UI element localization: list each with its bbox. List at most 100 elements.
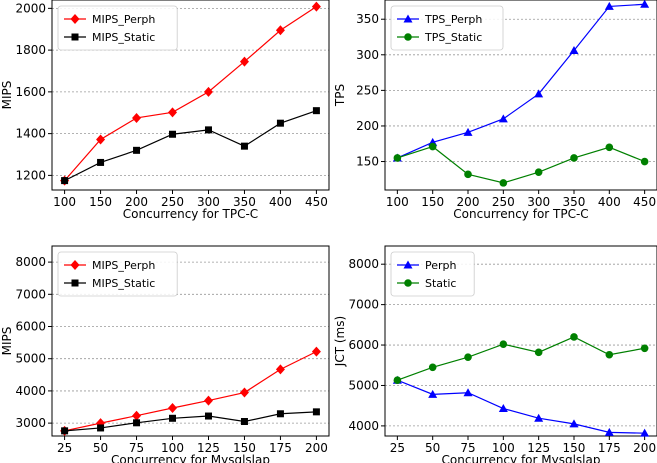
y-tick-label: 200 — [356, 119, 379, 133]
data-point — [464, 353, 472, 361]
x-tick-label: 250 — [161, 195, 184, 209]
series-MIPS_Static — [61, 408, 320, 435]
series-line — [397, 379, 645, 434]
y-tick-label: 2000 — [15, 1, 46, 15]
y-tick-label: 8000 — [348, 257, 379, 271]
legend-box — [57, 251, 178, 297]
data-point — [604, 427, 614, 436]
y-tick-label: 8000 — [15, 255, 46, 269]
y-tick-label: 5000 — [348, 378, 379, 392]
legend-box — [390, 251, 475, 297]
legend-label: TPS_Perph — [424, 13, 482, 26]
data-point — [463, 388, 473, 397]
data-point — [133, 419, 141, 427]
data-point — [312, 408, 320, 416]
data-point — [640, 0, 650, 8]
series-line — [397, 336, 645, 381]
data-point — [203, 86, 213, 97]
x-tick-label: 100 — [161, 441, 184, 455]
chart-bottom-left: 3000 4000 5000 6000 7000 8000 25 50 75 100 125 150 1… — [0, 245, 330, 463]
x-tick-label: 25 — [57, 441, 72, 455]
legend-label: MIPS_Static — [92, 31, 155, 44]
y-tick-label: 6000 — [348, 338, 379, 352]
chart-bottom-right: 4000 5000 6000 7000 8000 25 50 75 100 125 150 175 20… — [333, 245, 657, 463]
data-point — [605, 143, 614, 152]
data-point — [499, 179, 508, 187]
x-tick-label: 75 — [460, 441, 475, 455]
plot-frame — [384, 245, 657, 437]
x-tick-label: 350 — [233, 195, 256, 209]
data-point — [132, 112, 142, 123]
legend-label: TPS_Static — [424, 31, 482, 44]
x-tick-label: 300 — [527, 195, 550, 209]
data-point — [97, 158, 105, 166]
series-line — [64, 411, 317, 432]
x-tick-label: 50 — [425, 441, 440, 455]
x-tick-label: 200 — [305, 441, 328, 455]
data-point — [168, 402, 178, 413]
data-point — [498, 404, 508, 413]
data-point — [570, 333, 578, 341]
x-tick-label: 50 — [93, 441, 108, 455]
data-point — [168, 107, 178, 118]
data-point — [640, 428, 650, 437]
y-tick-label: 5000 — [15, 352, 46, 366]
x-tick-label: 100 — [386, 195, 409, 209]
plot-frame — [51, 245, 330, 437]
x-tick-label: 175 — [269, 441, 292, 455]
x-tick-label: 150 — [421, 195, 444, 209]
plot-frame — [51, 0, 330, 191]
data-point — [169, 414, 177, 422]
chart-top-left: 1200 1400 1600 1800 2000 100 150 200 250 300 350 40… — [0, 0, 330, 221]
series-TPS_Static — [393, 142, 649, 187]
legend-marker — [71, 33, 79, 41]
y-tick-label: 1800 — [15, 43, 46, 57]
x-tick-label: 175 — [598, 441, 621, 455]
data-point — [393, 376, 402, 385]
x-axis-label: Concurrency for Mysqlslap — [442, 453, 601, 463]
chart-top-right: 150 200 250 300 350 100 150 200 250 300 350 400 450 C… — [333, 0, 657, 221]
y-tick-label: 4000 — [348, 419, 379, 433]
y-tick-label: 1600 — [15, 85, 46, 99]
data-point — [96, 134, 106, 145]
data-point — [132, 410, 142, 421]
x-tick-label: 125 — [197, 441, 220, 455]
data-point — [605, 350, 614, 359]
x-tick-label: 125 — [527, 441, 550, 455]
x-tick-label: 200 — [633, 441, 656, 455]
data-point — [240, 142, 248, 150]
series-line — [397, 145, 645, 184]
data-point — [640, 344, 649, 353]
data-point — [534, 89, 544, 98]
data-point — [463, 127, 473, 136]
data-point — [640, 157, 649, 166]
y-tick-label: 7000 — [15, 287, 46, 301]
data-point — [569, 419, 579, 428]
y-tick-label: 6000 — [15, 320, 46, 334]
legend-box — [57, 5, 178, 51]
data-point — [203, 395, 213, 406]
legend-marker — [71, 279, 79, 287]
y-tick-label: 4000 — [15, 384, 46, 398]
x-axis-label: Concurrency for TPC-C — [453, 207, 588, 221]
series-line — [64, 351, 317, 432]
data-point — [239, 387, 249, 398]
y-tick-label: 350 — [356, 12, 379, 26]
y-tick-label: 300 — [356, 48, 379, 62]
legend-label: MIPS_Static — [92, 277, 155, 290]
data-point — [570, 154, 578, 162]
data-point — [499, 340, 508, 349]
y-tick-label: 250 — [356, 83, 379, 97]
x-tick-label: 400 — [269, 195, 292, 209]
y-tick-label: 7000 — [348, 298, 379, 312]
data-point — [275, 364, 285, 375]
data-point — [428, 389, 438, 398]
x-tick-label: 200 — [457, 195, 480, 209]
legend-marker — [70, 14, 80, 24]
data-point — [534, 168, 543, 177]
legend-label: MIPS_Perph — [92, 13, 155, 26]
data-point — [312, 107, 320, 115]
data-point — [239, 56, 249, 67]
legend-box — [390, 5, 504, 51]
